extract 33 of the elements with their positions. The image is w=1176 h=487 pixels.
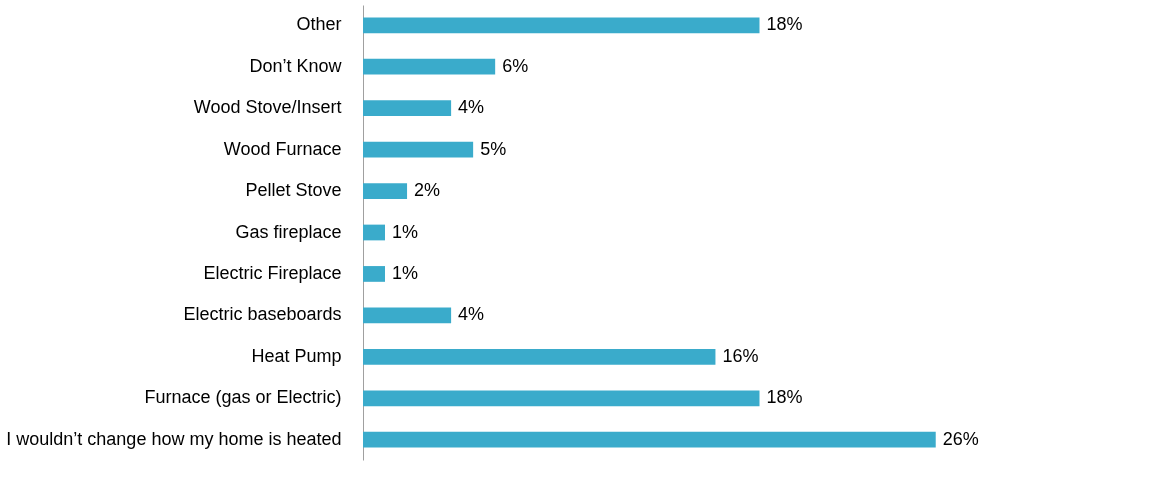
bar <box>363 100 452 117</box>
y-tick-label: Other <box>296 14 342 35</box>
y-tick-label: Wood Furnace <box>223 138 342 159</box>
y-tick-label: Electric Fireplace <box>203 262 342 283</box>
y-tick-label: Heat Pump <box>251 345 342 366</box>
data-label: 2% <box>414 180 441 201</box>
y-tick-label: Gas fireplace <box>235 221 342 242</box>
bar <box>363 58 496 75</box>
data-label: 5% <box>480 138 507 159</box>
y-tick-label: Wood Stove/Insert <box>193 97 342 118</box>
data-label: 1% <box>392 221 419 242</box>
bar <box>363 431 936 448</box>
bar <box>363 183 408 199</box>
y-tick-label: I wouldn’t change how my home is heated <box>6 428 342 449</box>
bar <box>363 224 386 241</box>
data-label: 26% <box>942 428 979 449</box>
bar <box>363 266 386 282</box>
data-label: 4% <box>458 304 485 325</box>
data-label: 18% <box>766 387 803 408</box>
y-tick-label: Electric baseboards <box>183 304 342 325</box>
y-tick-label: Don’t Know <box>249 55 343 76</box>
bar <box>363 348 716 365</box>
bar <box>363 390 760 407</box>
data-label: 16% <box>722 345 759 366</box>
data-label: 6% <box>502 55 529 76</box>
bar <box>363 307 452 324</box>
y-tick-label: Pellet Stove <box>245 180 342 201</box>
data-label: 18% <box>766 14 803 35</box>
data-label: 1% <box>392 262 419 283</box>
data-label: 4% <box>458 97 485 118</box>
bar <box>363 17 760 34</box>
bar <box>363 141 474 158</box>
y-tick-label: Furnace (gas or Electric) <box>144 387 342 408</box>
